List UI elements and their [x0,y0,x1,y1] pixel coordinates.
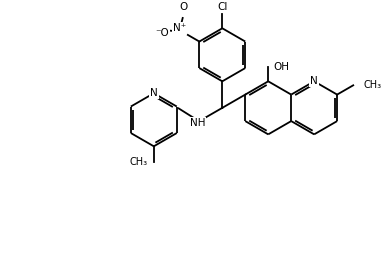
Text: O: O [179,3,187,12]
Text: N: N [310,76,318,86]
Text: NH: NH [190,118,205,128]
Text: Cl: Cl [217,2,227,12]
Text: N⁺: N⁺ [173,23,186,33]
Text: CH₃: CH₃ [129,157,147,167]
Text: OH: OH [274,62,290,72]
Text: ⁻O: ⁻O [156,28,169,38]
Text: CH₃: CH₃ [363,80,381,90]
Text: N: N [150,88,158,98]
